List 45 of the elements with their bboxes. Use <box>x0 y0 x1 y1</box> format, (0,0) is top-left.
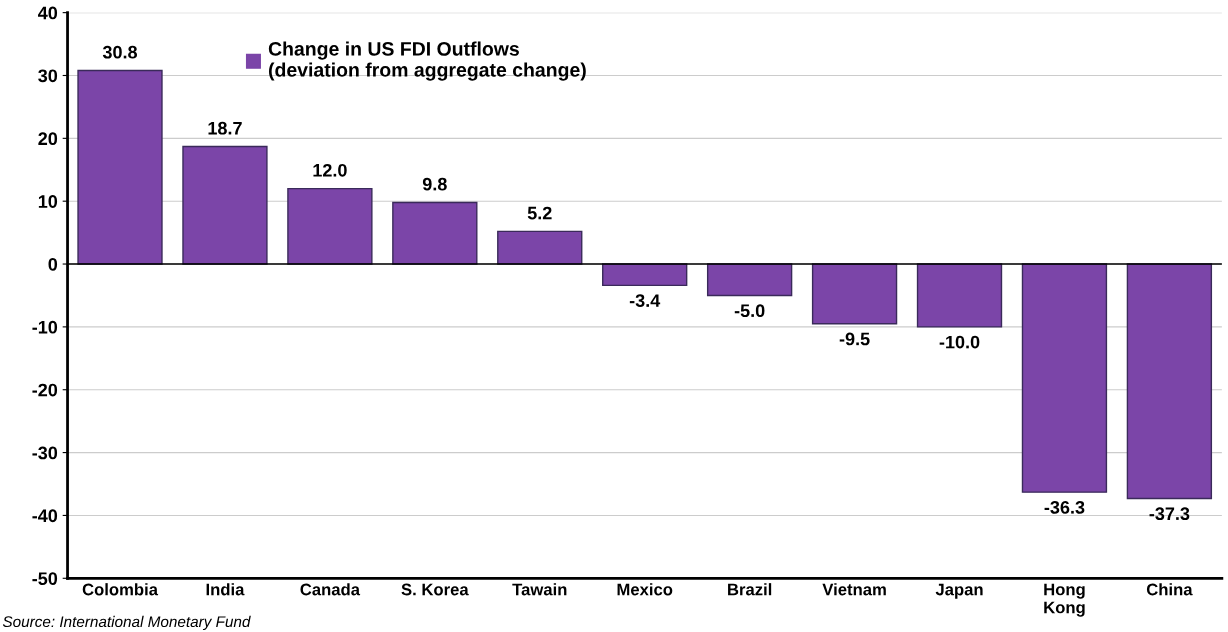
x-tick-label: India <box>206 583 245 596</box>
y-tick-label: 30 <box>38 69 58 83</box>
source-note: Source: International Monetary Fund <box>2 615 251 631</box>
bar <box>497 230 583 265</box>
bar <box>916 263 1003 328</box>
x-tick-label: China <box>1146 583 1193 596</box>
y-tick-label: 0 <box>48 257 58 271</box>
legend-label: Change in US FDI Outflows (deviation from aggregate change) <box>268 41 586 81</box>
x-tick-label: Tawain <box>512 583 567 596</box>
data-label: 18.7 <box>208 121 242 135</box>
data-label: -10.0 <box>939 335 980 349</box>
bar <box>602 263 688 287</box>
data-label: 30.8 <box>102 45 138 59</box>
y-tick-label: 40 <box>38 6 58 20</box>
bar <box>706 263 793 297</box>
x-tick-label: Hong Kong <box>1044 583 1085 617</box>
data-label: -5.0 <box>734 304 765 318</box>
y-tick-label: -20 <box>32 383 58 397</box>
x-tick-label: Brazil <box>728 583 772 596</box>
x-tick-label: Canada <box>300 583 361 596</box>
bar <box>77 69 163 265</box>
bar <box>392 201 478 265</box>
y-tick-label: 20 <box>38 132 58 146</box>
y-tick-label: -40 <box>32 509 58 523</box>
bar <box>287 187 373 265</box>
x-tick-label: Vietnam <box>822 583 886 596</box>
bar <box>811 263 898 325</box>
y-tick-label: -10 <box>32 320 58 334</box>
data-label: 9.8 <box>422 177 447 191</box>
y-tick-label: 10 <box>38 195 58 208</box>
x-tick-label: Colombia <box>82 583 159 596</box>
bar <box>1021 263 1108 493</box>
bar <box>1126 263 1213 500</box>
x-tick-label: S. Korea <box>401 583 469 596</box>
data-label: -3.4 <box>629 294 661 308</box>
x-tick-label: Mexico <box>617 583 673 596</box>
data-label: -37.3 <box>1149 507 1190 521</box>
data-label: -36.3 <box>1044 500 1085 514</box>
data-label: -9.5 <box>839 332 870 346</box>
data-label: 5.2 <box>527 206 552 220</box>
x-tick-label: Japan <box>935 583 983 599</box>
data-label: 12.0 <box>313 163 347 177</box>
y-tick-label: -30 <box>32 446 58 460</box>
bar <box>182 145 268 265</box>
y-tick-label: -50 <box>32 572 58 585</box>
